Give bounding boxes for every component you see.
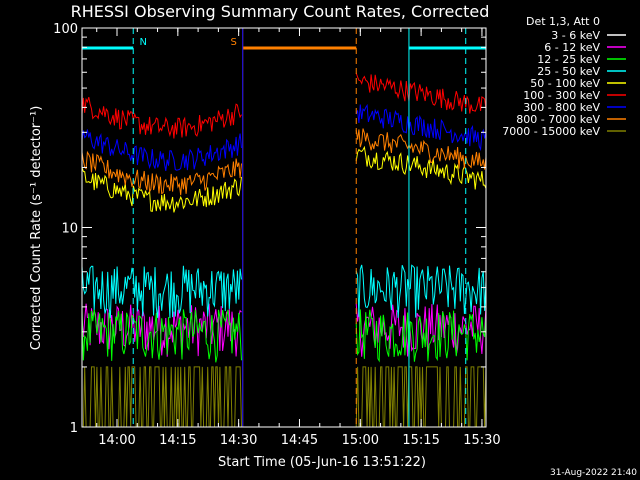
legend-item-6: 300 - 800 keV xyxy=(523,101,600,114)
series-line-3-seg-0 xyxy=(82,265,242,319)
y-tick-label-1: 10 xyxy=(61,222,78,237)
legend-item-4: 50 - 100 keV xyxy=(530,77,600,90)
legend-item-7: 800 - 7000 keV xyxy=(516,113,600,126)
y-tick-label-0: 1 xyxy=(70,421,78,436)
series-line-7-seg-1 xyxy=(355,128,486,170)
series-line-4-seg-1 xyxy=(355,145,486,190)
footer-timestamp: 31-Aug-2022 21:40 xyxy=(550,468,637,478)
event-marker-lines xyxy=(132,28,467,427)
series-line-3-seg-1 xyxy=(355,264,486,318)
x-tick-label-4: 15:00 xyxy=(342,433,379,448)
series-line-1-seg-1 xyxy=(355,303,486,357)
legend-item-2: 12 - 25 keV xyxy=(537,53,600,66)
series-lines xyxy=(82,72,486,427)
axes: 14:00 14:15 14:30 14:45 15:00 15:15 15:30 1 10 10… xyxy=(53,22,501,448)
legend-title: Det 1,3, Att 0 xyxy=(526,15,600,28)
x-tick-label-6: 15:30 xyxy=(463,433,500,448)
x-axis-label: Start Time (05-Jun-16 13:51:22) xyxy=(218,455,426,470)
series-line-2-seg-0 xyxy=(82,309,242,363)
legend-item-1: 6 - 12 keV xyxy=(544,41,600,54)
x-tick-label-1: 14:15 xyxy=(159,433,196,448)
x-tick-label-2: 14:30 xyxy=(220,433,257,448)
series-line-6-seg-0 xyxy=(82,129,242,171)
legend-item-8: 7000 - 15000 keV xyxy=(502,125,600,138)
x-tick-label-3: 14:45 xyxy=(281,433,318,448)
series-line-8-seg-1 xyxy=(355,366,486,427)
series-line-7-seg-0 xyxy=(82,150,242,196)
chart-title: RHESSI Observing Summary Count Rates, Co… xyxy=(71,2,490,21)
y-axis-label: Corrected Count Rate (s⁻¹ detector⁻¹) xyxy=(29,106,44,351)
series-line-6-seg-1 xyxy=(355,103,486,152)
series-line-2-seg-1 xyxy=(355,309,486,363)
plot-frame xyxy=(81,27,487,428)
series-line-5-seg-1 xyxy=(355,72,486,114)
series-line-8-seg-0 xyxy=(82,366,242,427)
legend-item-0: 3 - 6 keV xyxy=(551,29,600,42)
flag-label-2: S xyxy=(231,37,237,48)
flag-label-0: N xyxy=(139,37,146,48)
series-line-4-seg-0 xyxy=(82,167,242,213)
x-tick-label-0: 14:00 xyxy=(98,433,135,448)
legend-item-5: 100 - 300 keV xyxy=(523,89,600,102)
y-tick-label-2: 100 xyxy=(53,22,78,37)
series-line-5-seg-0 xyxy=(82,96,242,139)
x-tick-label-5: 15:15 xyxy=(402,433,439,448)
legend-item-3: 25 - 50 keV xyxy=(537,65,600,78)
